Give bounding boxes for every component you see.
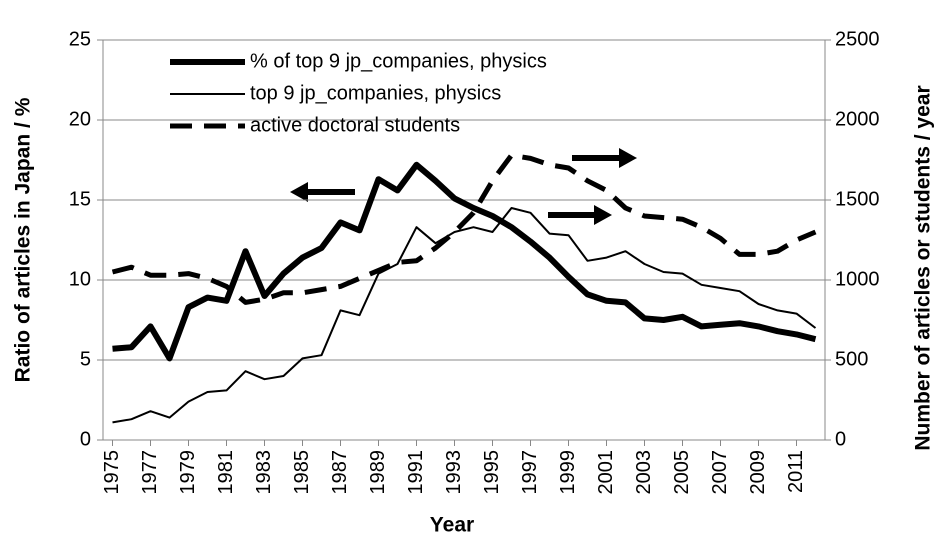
x-tick-label: 1995 <box>481 450 503 495</box>
y-tick-label: 10 <box>69 268 91 290</box>
x-tick-label: 2007 <box>709 450 731 495</box>
x-tick-label: 1983 <box>253 450 275 495</box>
y2-tick-label: 2500 <box>835 28 880 50</box>
y2-tick-label: 0 <box>835 428 846 450</box>
arrows <box>290 148 637 225</box>
x-tick-label: 1985 <box>291 450 313 495</box>
x-tick-label: 1981 <box>215 450 237 495</box>
legend-label: active doctoral students <box>250 114 460 136</box>
legend-label: top 9 jp_companies, physics <box>250 82 501 104</box>
y2-tick-label: 2000 <box>835 108 880 130</box>
legend-label: % of top 9 jp_companies, physics <box>250 50 547 72</box>
x-tick-label: 2005 <box>671 450 693 495</box>
y2-axis-title: Number of articles or students / year <box>912 85 935 450</box>
x-tick-label: 1989 <box>367 450 389 495</box>
x-tick-label: 2009 <box>747 450 769 495</box>
y-tick-label: 20 <box>69 108 91 130</box>
x-tick-label: 1997 <box>519 450 541 495</box>
y2-tick-label: 500 <box>835 348 868 370</box>
y2-tick-label: 1500 <box>835 188 880 210</box>
y-tick-label: 0 <box>80 428 91 450</box>
x-tick-label: 1977 <box>139 450 161 495</box>
y2-tick-label: 1000 <box>835 268 880 290</box>
x-tick-label: 1999 <box>557 450 579 495</box>
y-tick-label: 5 <box>80 348 91 370</box>
x-axis-title: Year <box>430 514 474 537</box>
x-tick-label: 2003 <box>633 450 655 495</box>
x-tick-label: 1987 <box>329 450 351 495</box>
series-line <box>111 152 817 305</box>
series-line <box>112 207 817 424</box>
x-tick-label: 1993 <box>443 450 465 495</box>
x-tick-label: 2001 <box>595 450 617 495</box>
x-tick-label: 1979 <box>177 450 199 495</box>
x-tick-label: 2011 <box>785 450 807 493</box>
x-tick-label: 1975 <box>101 450 123 495</box>
y-axis-title: Ratio of articles in Japan / % <box>12 97 35 382</box>
y-tick-label: 25 <box>69 28 91 50</box>
x-tick-label: 1991 <box>405 450 427 495</box>
series-line <box>112 161 817 362</box>
y-tick-label: 15 <box>69 188 91 210</box>
